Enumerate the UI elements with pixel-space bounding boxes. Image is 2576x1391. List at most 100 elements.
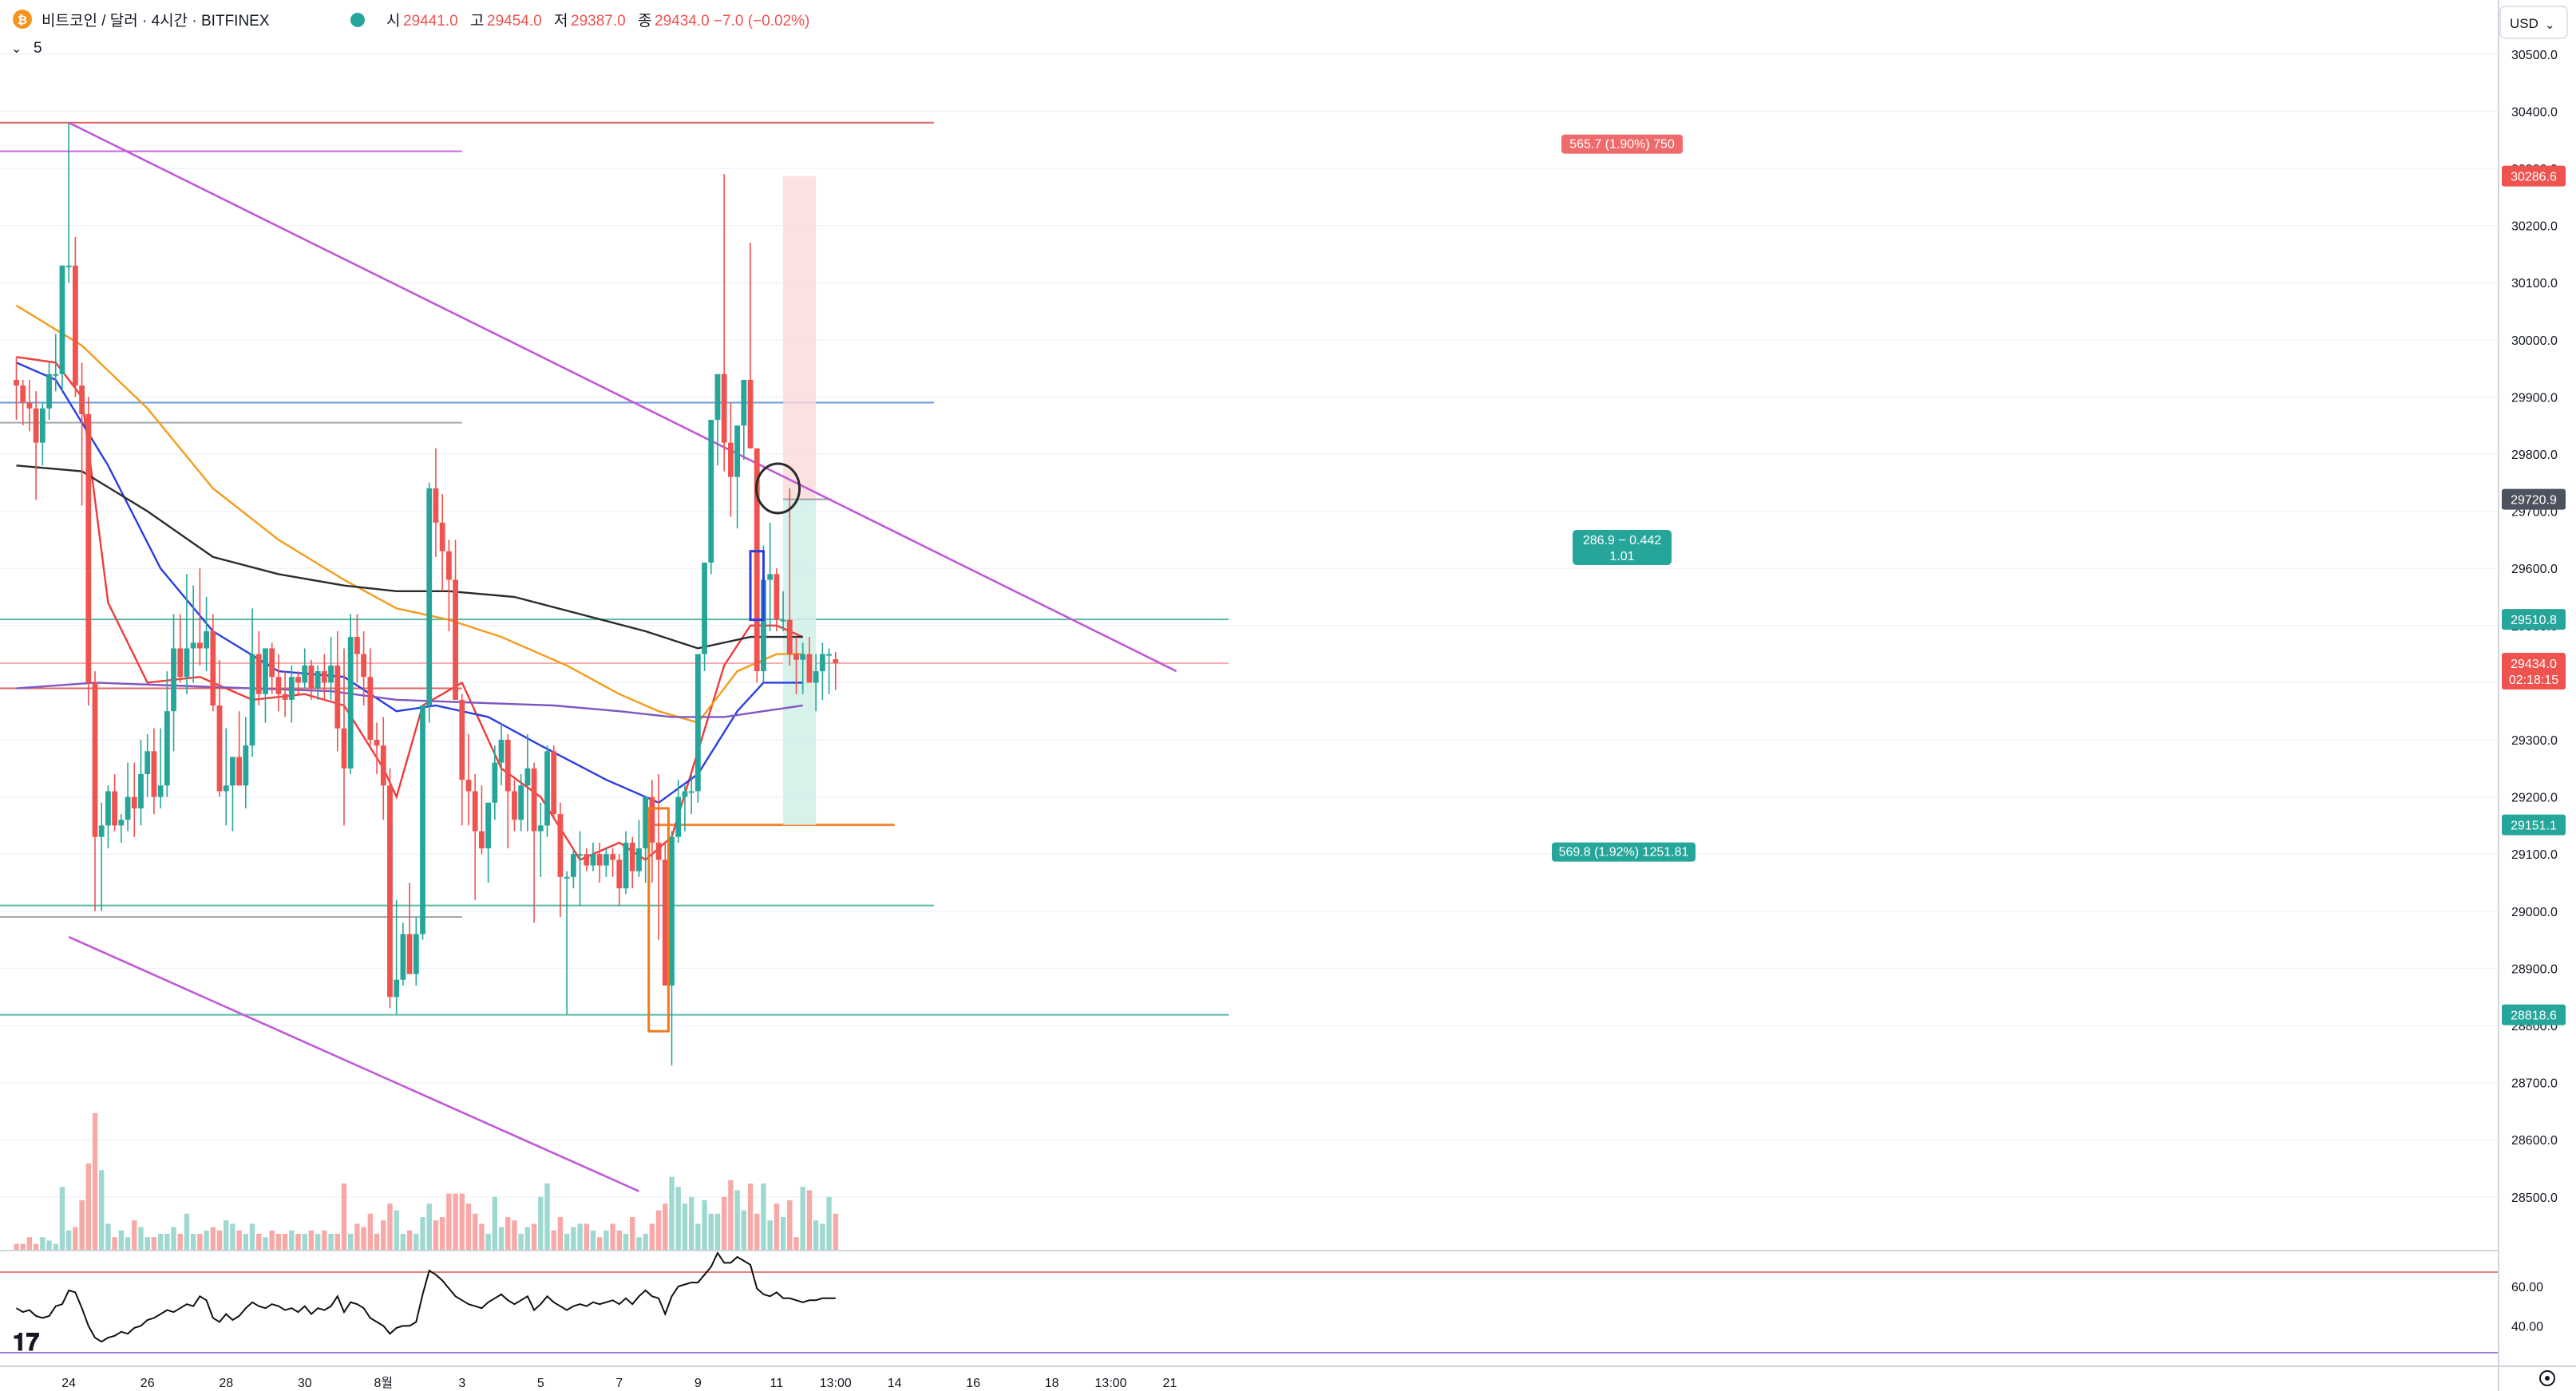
candle-body — [98, 825, 105, 837]
trend-line[interactable] — [68, 935, 639, 1192]
volume-bar — [308, 1230, 315, 1251]
ohlc-label: 시 — [386, 13, 400, 30]
candle-body — [20, 385, 26, 403]
volume-bar — [446, 1193, 452, 1251]
volume-bar — [531, 1223, 537, 1251]
rsi-line[interactable] — [15, 1251, 836, 1343]
volume-bar — [433, 1220, 439, 1251]
candle-body — [249, 654, 255, 746]
symbol-title[interactable]: 비트코인 / 달러 · 4시간 · BITFINEX — [42, 12, 270, 30]
currency-selector[interactable]: USD ⌄ — [2499, 6, 2568, 39]
candle-body — [105, 791, 111, 826]
highlight-box[interactable] — [647, 807, 670, 1033]
candle-body — [196, 642, 203, 649]
volume-bar — [204, 1230, 209, 1251]
candle-body — [643, 796, 649, 849]
time-tick-label: 14 — [888, 1377, 902, 1390]
candle-body — [655, 842, 662, 860]
candle-body — [505, 740, 511, 792]
candle-body — [702, 563, 707, 654]
volume-bar — [138, 1227, 144, 1251]
candle-body — [14, 379, 19, 386]
time-tick-label: 30 — [298, 1377, 312, 1390]
candle-body — [721, 373, 727, 443]
price-tick-label: 28500.0 — [2511, 1191, 2558, 1205]
measure-label-bg — [1573, 530, 1672, 565]
volume-bar — [479, 1223, 485, 1251]
price-tick-label: 29900.0 — [2511, 391, 2558, 405]
indicator-count[interactable]: 5 — [34, 40, 42, 57]
candle-body — [406, 934, 413, 974]
collapse-chevron-icon[interactable]: ⌄ — [11, 41, 22, 56]
candle-body — [171, 648, 176, 712]
highlight-box[interactable] — [749, 550, 765, 622]
candle-body — [125, 796, 131, 820]
candle-body — [315, 671, 321, 689]
volume-bar — [747, 1184, 754, 1251]
candle-body — [85, 413, 92, 683]
candle-body — [747, 379, 754, 449]
candle-body — [694, 654, 701, 792]
axis-price-label: 28818.6 — [2511, 1010, 2557, 1023]
time-tick-label: 28 — [219, 1377, 233, 1390]
volume-bar — [157, 1234, 164, 1251]
price-tick-label: 30200.0 — [2511, 220, 2558, 234]
settings-gear-icon[interactable] — [2539, 1370, 2555, 1386]
volume-bar — [767, 1220, 773, 1251]
candle-body — [288, 677, 295, 700]
candle-body — [682, 791, 688, 797]
volume-bar — [465, 1203, 472, 1251]
candle-body — [190, 642, 196, 649]
volume-bar — [524, 1227, 531, 1251]
volume-bar — [512, 1220, 517, 1251]
candle-body — [708, 420, 714, 563]
ohlc-label: 저 — [554, 12, 568, 30]
moving-average-line[interactable] — [16, 356, 804, 861]
candle-body — [347, 637, 354, 769]
volume-bar — [682, 1203, 688, 1251]
highlight-circle[interactable] — [755, 462, 801, 515]
measure-label-1: 286.9 − 0.442 — [1583, 534, 1661, 547]
candle-body — [79, 385, 85, 414]
volume-bar — [46, 1240, 52, 1251]
time-tick-label: 13:00 — [820, 1377, 852, 1390]
candle-body — [688, 791, 694, 793]
volume-bar — [243, 1234, 249, 1251]
time-tick-label: 5 — [537, 1377, 544, 1390]
volume-bar — [557, 1217, 564, 1251]
candle-body — [295, 677, 301, 683]
candle-body — [537, 825, 544, 832]
axis-price-label-bg — [2502, 1004, 2566, 1025]
candle-body — [767, 574, 774, 580]
moving-average-line[interactable] — [15, 304, 803, 724]
candle-body — [780, 619, 786, 622]
volume-bar — [571, 1227, 576, 1251]
trend-line[interactable] — [68, 121, 1177, 673]
axis-price-label-bg — [2502, 653, 2566, 690]
volume-bar — [669, 1176, 675, 1251]
bitcoin-icon — [13, 10, 32, 29]
volume-bar — [708, 1213, 714, 1251]
axis-price-label: 30286.6 — [2511, 171, 2557, 184]
volume-bar — [630, 1217, 635, 1251]
moving-average-line[interactable] — [16, 464, 803, 650]
candle-body — [512, 791, 517, 820]
axis-price-label: 29720.9 — [2511, 494, 2557, 508]
volume-bar — [322, 1230, 327, 1251]
candle-body — [584, 854, 590, 866]
candle-body — [819, 654, 825, 672]
candle-body — [341, 728, 347, 769]
price-tick-label: 29300.0 — [2511, 734, 2558, 748]
candle-body — [577, 854, 583, 856]
candle-body — [65, 265, 72, 267]
volume-bar — [596, 1237, 603, 1251]
price-tick-label: 30100.0 — [2511, 277, 2558, 290]
candle-body — [629, 842, 635, 871]
candle-body — [465, 780, 472, 792]
ohlc-value: 29441.0 — [403, 13, 458, 30]
volume-bar — [65, 1230, 72, 1251]
volume-bar — [177, 1234, 183, 1251]
stop-loss-zone[interactable] — [783, 176, 817, 500]
